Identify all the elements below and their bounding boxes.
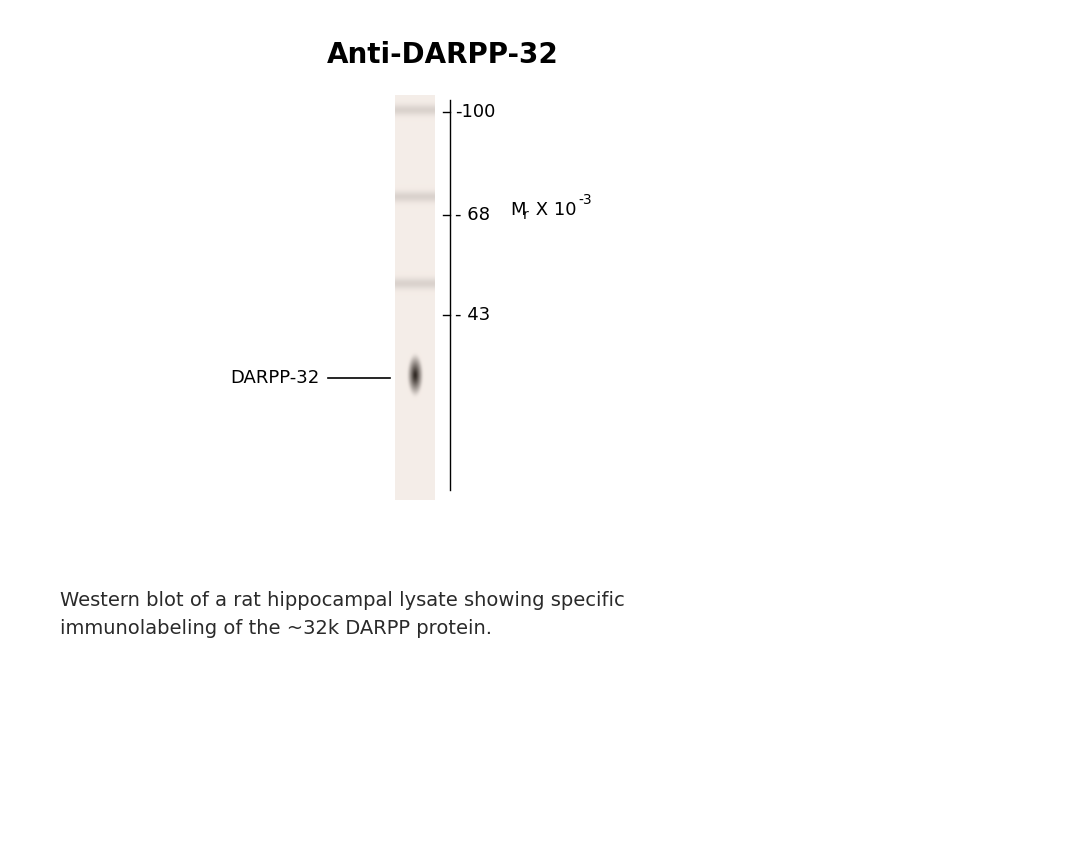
Text: - 68: - 68	[455, 206, 490, 224]
Text: Western blot of a rat hippocampal lysate showing specific: Western blot of a rat hippocampal lysate…	[60, 590, 624, 609]
Text: -100: -100	[455, 103, 496, 121]
Text: -3: -3	[578, 193, 592, 207]
Text: immunolabeling of the ~32k DARPP protein.: immunolabeling of the ~32k DARPP protein…	[60, 619, 492, 638]
Text: X 10: X 10	[530, 201, 577, 219]
Text: Anti-DARPP-32: Anti-DARPP-32	[327, 41, 558, 69]
Text: - 43: - 43	[455, 306, 490, 324]
Text: M: M	[510, 201, 526, 219]
Text: r: r	[523, 208, 529, 222]
Text: DARPP-32: DARPP-32	[231, 369, 320, 387]
